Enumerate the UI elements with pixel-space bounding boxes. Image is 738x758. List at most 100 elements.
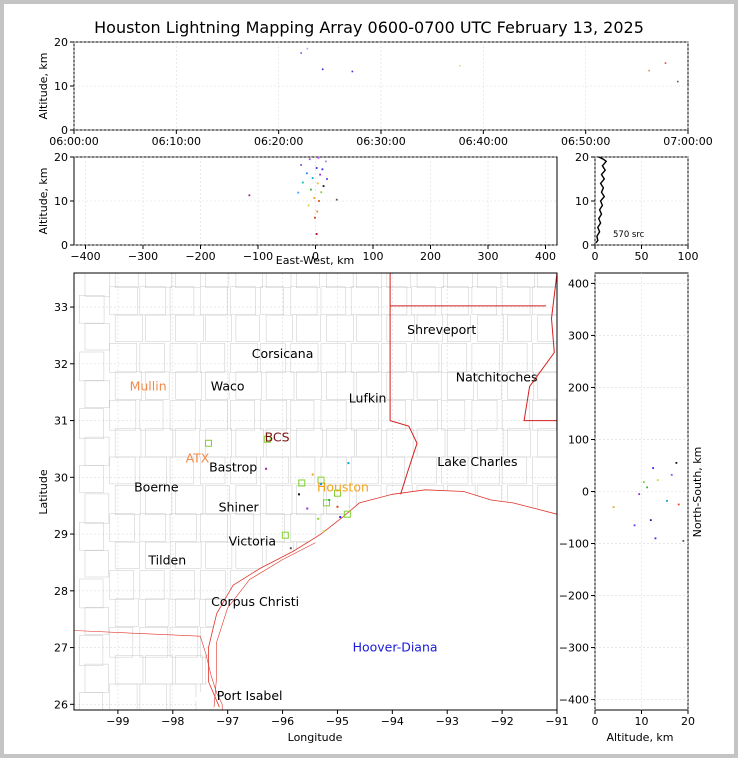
station-marker bbox=[263, 435, 271, 443]
county-cell bbox=[84, 380, 110, 409]
altitude-northsouth-point bbox=[642, 481, 645, 484]
map-ytick-label: 28 bbox=[54, 585, 68, 598]
county-cell bbox=[145, 541, 171, 569]
map-sources bbox=[265, 462, 350, 550]
county-cell bbox=[265, 428, 291, 458]
altitude-northsouth-point bbox=[633, 524, 636, 527]
time-altitude-point bbox=[687, 83, 689, 85]
barrier-islands bbox=[74, 542, 316, 710]
county-cell bbox=[169, 626, 199, 658]
county-cell bbox=[568, 599, 593, 626]
county-cell bbox=[501, 343, 528, 373]
county-cell bbox=[265, 314, 293, 342]
altitude-northsouth-ytick-label: −400 bbox=[559, 694, 589, 707]
county-cell bbox=[109, 343, 137, 373]
map-ytick-label: 30 bbox=[54, 471, 68, 484]
county-cell bbox=[205, 485, 230, 516]
map-ytick-label: 26 bbox=[54, 698, 68, 711]
county-cell bbox=[139, 399, 164, 431]
county-cell bbox=[139, 570, 165, 600]
time-altitude-point bbox=[664, 62, 667, 64]
county-cell bbox=[532, 286, 557, 315]
eastwest-point bbox=[326, 178, 328, 180]
figure-title: Houston Lightning Mapping Array 0600-070… bbox=[94, 18, 644, 37]
map-xtick-label: −99 bbox=[106, 715, 129, 728]
county-cell bbox=[230, 343, 258, 373]
county-cell bbox=[205, 314, 232, 342]
county-cell bbox=[471, 343, 500, 373]
altitude-northsouth-point bbox=[649, 519, 652, 522]
county-cell bbox=[290, 399, 315, 431]
county-cell bbox=[381, 343, 407, 373]
eastwest-point bbox=[305, 172, 308, 175]
eastwest-xtick-label: 200 bbox=[420, 250, 441, 263]
county-cell bbox=[441, 399, 466, 431]
county-cell bbox=[145, 485, 172, 516]
eastwest-point bbox=[315, 167, 318, 169]
city-label: ATX bbox=[186, 451, 210, 466]
map-ytick-label: 27 bbox=[54, 642, 68, 655]
county-cell bbox=[562, 343, 587, 372]
lma-figure: Houston Lightning Mapping Array 0600-070… bbox=[37, 18, 713, 744]
city-label: Mullin bbox=[130, 379, 167, 394]
station-marker bbox=[281, 531, 289, 539]
county-cell bbox=[109, 513, 135, 542]
eastwest-point bbox=[318, 200, 320, 202]
county-cell bbox=[507, 314, 532, 342]
county-cell bbox=[356, 314, 382, 342]
eastwest-point bbox=[335, 198, 338, 201]
map-xlabel: Longitude bbox=[288, 731, 343, 744]
map-ytick-label: 31 bbox=[54, 415, 68, 428]
eastwest-point bbox=[297, 191, 300, 194]
state-boundaries bbox=[389, 273, 557, 495]
county-cell bbox=[199, 286, 228, 315]
county-cell bbox=[350, 343, 379, 373]
county-cell bbox=[260, 343, 286, 373]
county-cell bbox=[320, 399, 347, 431]
county-cell bbox=[537, 371, 557, 400]
map-source-point bbox=[317, 517, 320, 520]
eastwest-point bbox=[300, 164, 303, 166]
county-cell bbox=[386, 314, 415, 342]
histogram-profile-line bbox=[595, 156, 608, 244]
altitude-northsouth-ytick-label: 300 bbox=[568, 329, 589, 342]
county-cell bbox=[84, 550, 109, 578]
lma-stations bbox=[204, 435, 351, 539]
altitude-northsouth-point bbox=[670, 473, 673, 476]
city-labels: Shreveport Corsicana Natchitoches Mullin Wac… bbox=[130, 322, 538, 703]
eastwest-point bbox=[311, 177, 314, 180]
county-cell bbox=[477, 428, 505, 458]
eastwest-point bbox=[317, 156, 320, 159]
county-cell bbox=[109, 570, 134, 600]
histogram-ytick-label: 10 bbox=[575, 195, 589, 208]
county-cell bbox=[114, 428, 142, 458]
eastwest-xtick-label: −400 bbox=[70, 250, 100, 263]
county-cell bbox=[139, 626, 169, 658]
county-cell bbox=[205, 541, 233, 569]
county-cell bbox=[235, 314, 260, 342]
county-cell bbox=[320, 286, 346, 315]
altitude-northsouth-xlabel: Altitude, km bbox=[606, 731, 673, 744]
time-altitude-ylabel: Altitude, km bbox=[37, 52, 50, 119]
county-cell bbox=[350, 399, 379, 431]
eastwest-point bbox=[310, 188, 312, 191]
county-cell bbox=[114, 371, 142, 400]
county-cell bbox=[199, 343, 226, 373]
county-boundaries bbox=[79, 273, 593, 710]
county-cell bbox=[175, 314, 204, 342]
county-cell bbox=[532, 343, 557, 373]
histogram-xtick-label: 50 bbox=[635, 250, 649, 263]
county-cell bbox=[326, 314, 354, 342]
time-altitude-xtick-label: 07:00:00 bbox=[663, 135, 712, 148]
county-cell bbox=[145, 598, 170, 627]
city-label: Boerne bbox=[134, 480, 179, 495]
altitude-northsouth-xtick-label: 0 bbox=[592, 715, 599, 728]
county-cell bbox=[169, 570, 195, 600]
county-cell bbox=[235, 371, 262, 400]
county-cell bbox=[290, 286, 318, 315]
eastwest-point bbox=[314, 216, 316, 219]
station-marker bbox=[204, 439, 212, 447]
altitude-northsouth-point bbox=[612, 506, 615, 509]
county-cell bbox=[205, 371, 230, 400]
county-cell bbox=[230, 399, 255, 431]
